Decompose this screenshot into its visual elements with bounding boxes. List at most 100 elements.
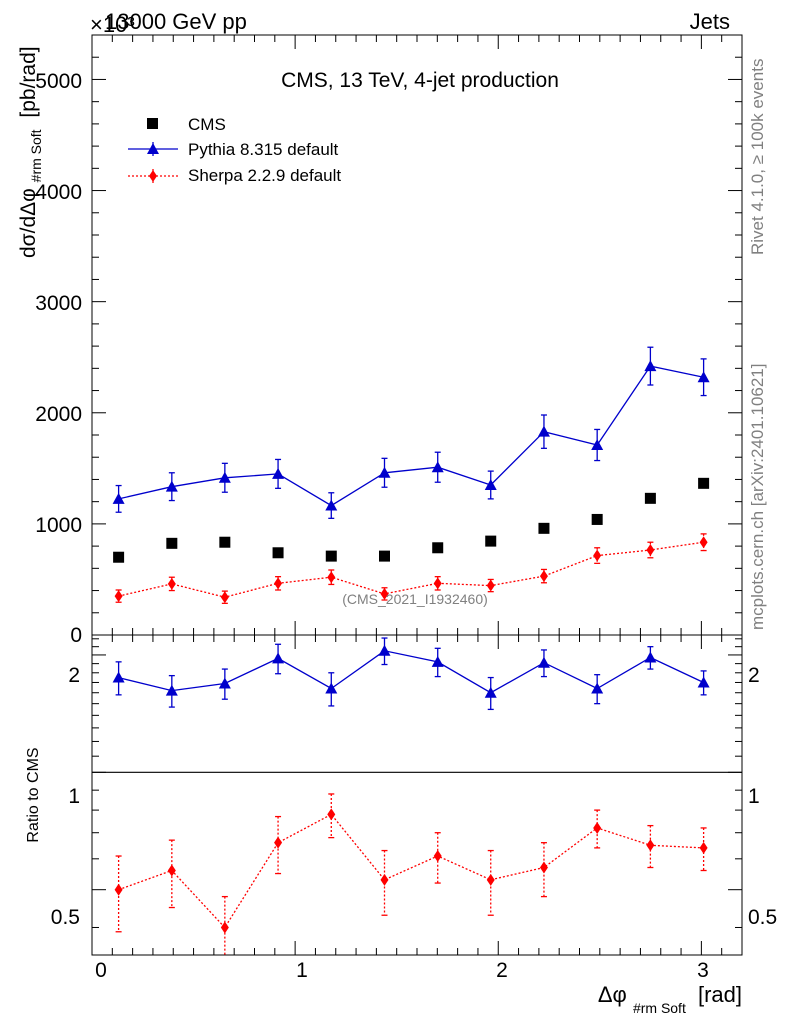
legend-marker-pythia — [147, 143, 159, 154]
ratio-plot-frame — [91, 634, 743, 956]
pythia-point — [272, 467, 285, 479]
cms-data-point — [538, 522, 550, 534]
pythia-ratio-point — [112, 671, 125, 683]
rivet-version-label: Rivet 4.1.0, ≥ 100k events — [748, 58, 767, 255]
pythia-point — [644, 360, 657, 372]
sherpa-ratio-point — [539, 861, 548, 874]
pythia-ratio-point — [218, 677, 231, 689]
y-tick-label: 1000 — [35, 514, 82, 537]
cms-data-point — [644, 492, 656, 504]
pythia-point — [218, 471, 231, 483]
sherpa-point — [220, 591, 229, 604]
cms-data-point — [379, 550, 390, 562]
y-tick-label: 0 — [70, 624, 82, 647]
cms-data-point — [325, 550, 337, 562]
y-axis-title-sub: #rm Soft — [28, 129, 44, 182]
legend-marker-cms — [147, 118, 158, 129]
sherpa-point — [167, 577, 176, 590]
ratio-y-tick-label-right: 0.5 — [748, 906, 777, 929]
x-tick-label: 2 — [496, 959, 508, 982]
sherpa-point — [593, 549, 602, 562]
y-tick-label: 2000 — [35, 403, 82, 426]
sherpa-ratio-point — [699, 841, 708, 854]
y-axis-title-unit: [pb/rad] — [17, 46, 40, 117]
pythia-ratio-point — [165, 684, 178, 696]
pythia-point — [697, 371, 710, 383]
x-axis-title: Δφ #rm Soft [rad] — [598, 982, 742, 1018]
ratio-y-tick-label-right: 2 — [748, 664, 760, 687]
legend: CMS Pythia 8.315 default Sherpa 2.2.9 de… — [128, 115, 341, 185]
ratio-y-tick-label: 1 — [68, 785, 80, 808]
pythia-point — [431, 461, 444, 473]
sherpa-point — [486, 579, 495, 592]
cms-data-point — [272, 547, 284, 559]
x-axis-title-text: Δφ — [598, 982, 627, 1007]
sherpa-ratio-point — [646, 839, 655, 852]
sherpa-point — [699, 536, 708, 549]
y-axis-title-ratio: Ratio to CMS — [25, 747, 42, 842]
sherpa-point — [380, 587, 389, 600]
cms-data-point — [166, 537, 178, 549]
pythia-ratio-point — [591, 682, 604, 694]
header-left: 13000 GeV pp — [105, 9, 247, 34]
cms-data-point — [591, 513, 603, 525]
pythia-point — [484, 479, 497, 490]
main-y-tick-labels: 0 1000 2000 3000 4000 5000 — [35, 70, 82, 647]
legend-label-sherpa: Sherpa 2.2.9 default — [188, 166, 341, 185]
pythia-point — [165, 480, 178, 492]
cms-data-point — [432, 542, 444, 554]
pythia-point — [112, 492, 125, 504]
sherpa-point — [327, 571, 336, 584]
y-tick-label: 3000 — [35, 292, 82, 315]
x-axis-title-unit: [rad] — [698, 982, 742, 1007]
ratio-y-tick-label-right: 1 — [748, 785, 760, 808]
sherpa-ratio-point — [114, 883, 123, 896]
pythia-ratio-point — [697, 676, 710, 688]
cms-data-point — [113, 551, 125, 563]
pythia-ratio-point — [378, 644, 391, 656]
sherpa-ratio-point — [274, 836, 283, 849]
pythia-ratio-point — [484, 686, 497, 698]
cms-data-point — [485, 535, 497, 547]
header-multiplier: ×10³ — [90, 12, 135, 37]
pythia-line — [118, 365, 704, 507]
x-tick-label: 3 — [697, 959, 709, 982]
ratio-data-group — [112, 637, 710, 955]
sherpa-ratio-point — [433, 850, 442, 863]
legend-label-pythia: Pythia 8.315 default — [188, 140, 339, 159]
pythia-point — [378, 466, 391, 478]
pythia-ratio-point — [325, 682, 338, 694]
y-axis-title-main: dσ/dΔφ #rm Soft [pb/rad] — [17, 46, 44, 258]
pythia-point — [325, 499, 338, 511]
y-tick-label: 5000 — [35, 70, 82, 93]
sherpa-point — [274, 577, 283, 590]
sherpa-point — [114, 590, 123, 603]
sherpa-ratio-line — [118, 813, 704, 929]
x-axis-title-sub: #rm Soft — [633, 1000, 686, 1016]
sherpa-point — [433, 577, 442, 590]
pythia-ratio-point — [431, 655, 444, 667]
sherpa-ratio-point — [167, 864, 176, 877]
sherpa-ratio-point — [486, 873, 495, 886]
sherpa-ratio-point — [327, 808, 336, 821]
x-tick-label: 0 — [95, 959, 107, 982]
sherpa-ratio-point — [380, 873, 389, 886]
pythia-ratio-point — [272, 652, 285, 664]
pythia-point — [537, 425, 550, 437]
pythia-ratio-point — [644, 651, 657, 663]
mcplots-source-label: mcplots.cern.ch [arXiv:2401.10621] — [748, 363, 767, 630]
analysis-annotation: (CMS_2021_I1932460) — [342, 591, 488, 607]
cms-data-point — [698, 477, 710, 489]
x-tick-labels: 0 1 2 3 — [95, 959, 709, 982]
pythia-point — [591, 439, 604, 450]
cms-data-point — [219, 536, 231, 548]
ratio-y-tick-label: 0.5 — [51, 906, 80, 929]
sherpa-ratio-point — [220, 921, 229, 934]
chart-title: CMS, 13 TeV, 4-jet production — [281, 69, 559, 92]
pythia-ratio-point — [537, 656, 550, 668]
legend-marker-sherpa — [149, 170, 157, 182]
sherpa-line — [118, 541, 704, 598]
ratio-y-tick-labels-right: 0.5 1 2 — [748, 664, 777, 929]
sherpa-ratio-point — [593, 821, 602, 834]
